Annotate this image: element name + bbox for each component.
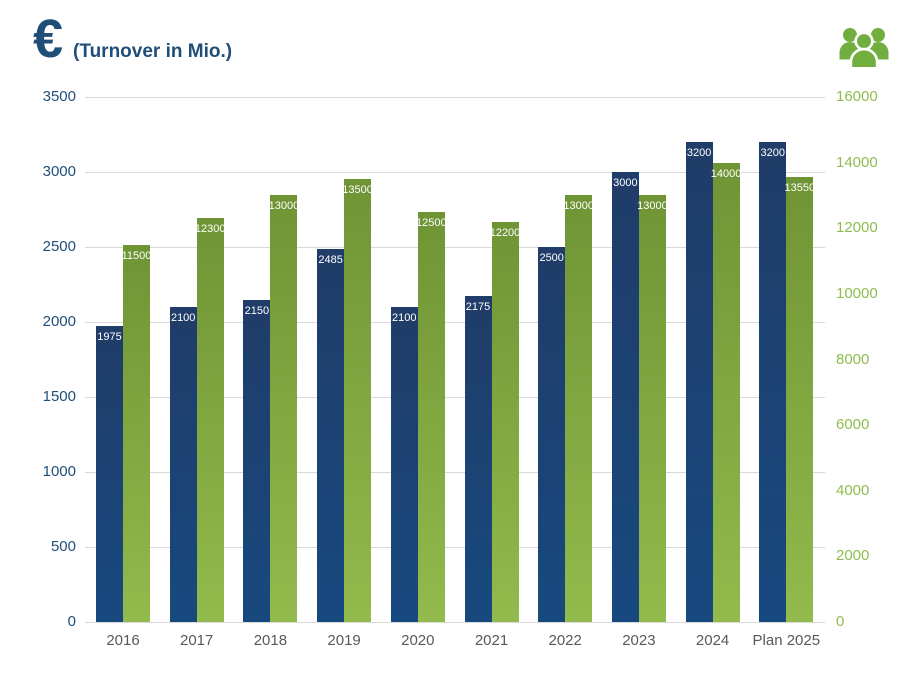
gridline [85,471,825,473]
bar-data-label: 13000 [268,200,300,213]
gridline [85,546,825,548]
right-axis-tick-label: 0 [836,613,845,630]
right-axis-tick-label: 4000 [836,481,870,499]
bar-turnover-mio-eur-2021[interactable]: 2175 [464,295,492,622]
bar-turnover-mio-eur-2019[interactable]: 2485 [317,249,345,622]
bar-data-label: 13000 [637,200,668,213]
right-axis-tick-label: 6000 [836,416,870,434]
x-axis-label-2024: 2024 [695,632,730,649]
bar-headcount-2022[interactable]: 13000 [563,195,594,622]
bar-data-label: 11500 [121,249,152,262]
bar-data-label: 3200 [760,147,786,159]
right-axis-tick-label: 12000 [836,219,878,237]
bar-data-label: 2100 [170,312,196,324]
left-axis-tick-label: 2000 [42,313,76,330]
left-axis-tick-label: 2500 [42,238,76,255]
chart-title: (Turnover in Mio.) [73,41,233,62]
bar-headcount-2017[interactable]: 12300 [194,218,226,622]
bar-data-label: 2175 [465,300,491,313]
gridline [85,621,825,623]
left-axis-tick-label: 1500 [42,388,76,405]
x-axis-label-2017: 2017 [180,632,214,649]
chart-header: € (Turnover in Mio.) [33,12,232,66]
left-axis-tick-label: 3000 [42,163,76,180]
bar-data-label: 2500 [539,252,564,264]
left-axis-tick-label: 0 [67,613,76,630]
right-axis-tick-label: 2000 [836,547,870,565]
bar-data-label: 2100 [392,312,417,324]
x-axis-label-2016: 2016 [106,632,140,649]
gridline [85,171,825,173]
bar-turnover-mio-eur-2020[interactable]: 2100 [390,307,418,622]
bar-turnover-mio-eur-2023[interactable]: 3000 [611,172,639,622]
bar-turnover-mio-eur-2017[interactable]: 2100 [169,307,197,622]
bar-data-label: 2150 [244,304,270,317]
left-axis-tick-label: 500 [50,538,76,555]
bar-data-label: 13000 [563,200,594,213]
right-axis-tick-label: 8000 [836,350,870,368]
bar-data-label: 13500 [342,184,373,197]
x-axis-label-2019: 2019 [327,632,361,649]
bar-data-label: 3200 [686,147,712,159]
left-axis-tick-label: 1000 [42,463,76,480]
x-axis-label-2021: 2021 [474,632,509,649]
bar-headcount-2021[interactable]: 12200 [489,221,521,622]
bar-data-label: 12500 [416,216,447,229]
bar-headcount-plan-2025[interactable]: 13550 [784,177,816,622]
right-axis-tick-label: 10000 [836,284,878,302]
x-axis-label-2018: 2018 [253,632,288,649]
x-axis-label-2020: 2020 [401,632,435,649]
bar-data-label: 3000 [613,177,638,189]
bar-turnover-mio-eur-plan-2025[interactable]: 3200 [759,142,787,622]
euro-icon: € [33,9,64,69]
bar-headcount-2020[interactable]: 12500 [416,211,447,622]
gridline [85,246,825,248]
bar-data-label: 12200 [489,226,521,239]
x-axis-label-plan-2025: Plan 2025 [752,632,821,649]
bar-turnover-mio-eur-2022[interactable]: 2500 [538,247,566,622]
bar-data-label: 1975 [97,330,122,343]
bar-turnover-mio-eur-2016[interactable]: 1975 [96,325,123,622]
bar-data-label: 2485 [318,254,343,267]
bar-turnover-mio-eur-2018[interactable]: 2150 [243,299,271,622]
right-axis-tick-label: 14000 [836,153,878,171]
bar-headcount-2024[interactable]: 14000 [710,162,742,622]
bar-headcount-2016[interactable]: 11500 [121,244,152,622]
bar-headcount-2019[interactable]: 13500 [342,179,373,622]
left-axis-tick-label: 3500 [42,88,76,105]
bar-data-label: 12300 [194,223,226,236]
bar-data-label: 13550 [784,182,816,195]
x-axis-label-2023: 2023 [622,632,656,649]
bar-headcount-2023[interactable]: 13000 [637,195,668,622]
gridline [85,321,825,323]
bar-turnover-mio-eur-2024[interactable]: 3200 [685,142,713,622]
people-group-icon [836,24,892,74]
x-axis-label-2022: 2022 [548,632,582,649]
right-axis-tick-label: 16000 [836,88,878,105]
gridline [85,96,825,98]
bar-data-label: 14000 [710,167,742,180]
bar-headcount-2018[interactable]: 13000 [268,195,300,622]
gridline [85,396,825,398]
